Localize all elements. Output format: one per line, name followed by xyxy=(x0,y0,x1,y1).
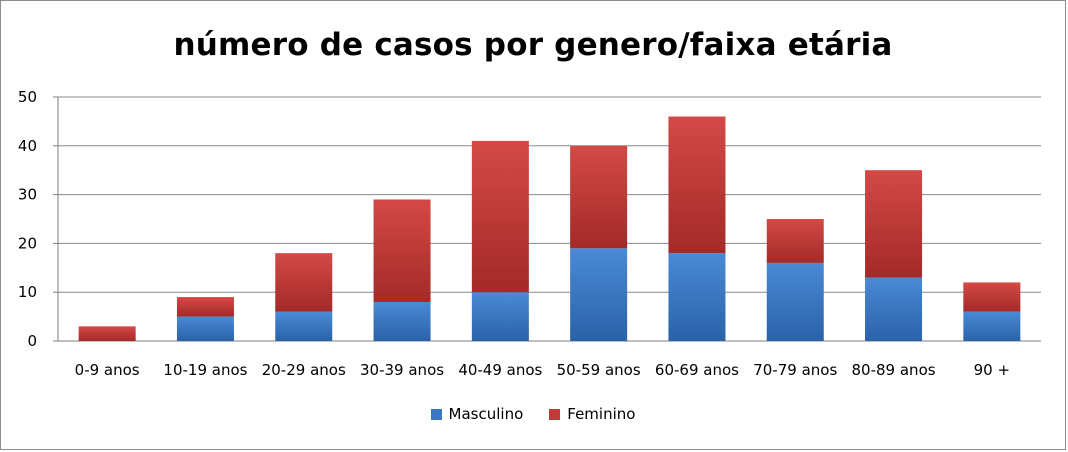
bar-masculino-7 xyxy=(766,262,824,341)
x-tick-label: 80-89 anos xyxy=(852,361,936,379)
y-tick-label: 50 xyxy=(18,88,37,106)
bar-feminino-8 xyxy=(865,170,923,278)
x-tick-label: 20-29 anos xyxy=(262,361,346,379)
bar-masculino-1 xyxy=(176,316,234,341)
bar-feminino-5 xyxy=(570,145,628,249)
bar-feminino-3 xyxy=(373,199,431,302)
bar-masculino-3 xyxy=(373,301,431,341)
bar-masculino-4 xyxy=(471,292,529,341)
chart-title: número de casos por genero/faixa etária xyxy=(173,27,893,63)
legend-swatch-masculino xyxy=(430,408,442,420)
bar-feminino-6 xyxy=(668,116,726,254)
bar-masculino-8 xyxy=(865,277,923,341)
bar-masculino-5 xyxy=(570,248,628,341)
y-tick-label: 30 xyxy=(18,186,37,204)
legend-item-masculino: Masculino xyxy=(430,405,524,423)
bar-feminino-7 xyxy=(766,219,824,263)
x-tick-label: 40-49 anos xyxy=(458,361,542,379)
legend-label-masculino: Masculino xyxy=(448,405,524,423)
y-tick-label: 0 xyxy=(27,332,37,350)
bar-feminino-9 xyxy=(963,282,1021,312)
bar-masculino-6 xyxy=(668,253,726,341)
x-tick-label: 30-39 anos xyxy=(360,361,444,379)
x-axis-ticks: 0-9 anos 10-19 anos 20-29 anos 30-39 anos 40… xyxy=(75,361,1010,379)
y-tick-label: 40 xyxy=(18,137,37,155)
x-tick-label: 10-19 anos xyxy=(163,361,247,379)
bars xyxy=(78,116,1021,341)
bar-feminino-4 xyxy=(471,140,529,293)
y-tick-label: 20 xyxy=(18,234,37,252)
x-tick-label: 0-9 anos xyxy=(75,361,140,379)
bar-masculino-2 xyxy=(275,311,333,341)
bar-feminino-2 xyxy=(275,253,333,312)
x-tick-label: 60-69 anos xyxy=(655,361,739,379)
x-tick-label: 90 + xyxy=(974,361,1010,379)
y-axis-ticks: 0 10 20 30 40 50 xyxy=(18,88,37,350)
y-tick-label: 10 xyxy=(18,283,37,301)
x-tick-label: 50-59 anos xyxy=(557,361,641,379)
x-tick-label: 70-79 anos xyxy=(753,361,837,379)
legend-item-feminino: Feminino xyxy=(549,405,635,423)
bar-feminino-0 xyxy=(78,326,136,341)
legend-label-feminino: Feminino xyxy=(567,405,636,423)
legend: Masculino Feminino xyxy=(1,405,1065,423)
bar-masculino-9 xyxy=(963,311,1021,341)
bar-feminino-1 xyxy=(176,297,234,317)
legend-swatch-feminino xyxy=(549,408,561,420)
